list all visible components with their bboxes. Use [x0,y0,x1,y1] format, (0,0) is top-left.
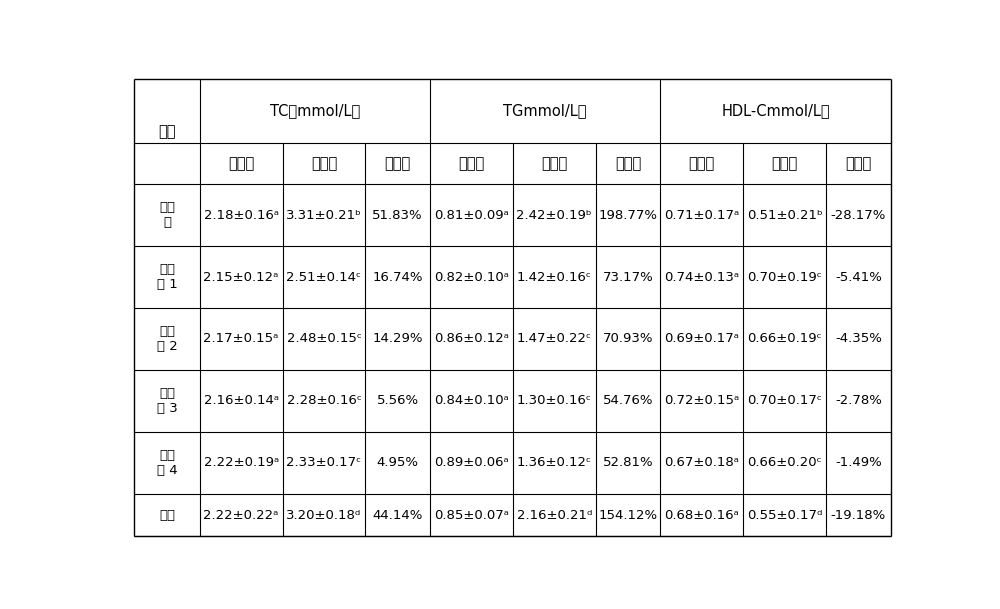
Text: 实验后: 实验后 [541,156,567,171]
Text: 变化率: 变化率 [385,156,411,171]
Text: 73.17%: 73.17% [603,270,653,284]
Text: 1.47±0.22ᶜ: 1.47±0.22ᶜ [517,333,592,345]
Text: 实验后: 实验后 [311,156,337,171]
Text: 2.15±0.12ᵃ: 2.15±0.12ᵃ [203,270,279,284]
Text: 0.89±0.06ᵃ: 0.89±0.06ᵃ [434,456,509,470]
Text: 0.85±0.07ᵃ: 0.85±0.07ᵃ [434,509,509,521]
Text: 54.76%: 54.76% [603,395,653,407]
Text: 5.56%: 5.56% [377,395,419,407]
Text: 2.22±0.19ᵃ: 2.22±0.19ᵃ [204,456,279,470]
Text: -5.41%: -5.41% [835,270,882,284]
Text: TC（mmol/L）: TC（mmol/L） [270,104,360,118]
Text: 实施
例 2: 实施 例 2 [157,325,177,353]
Text: 52.81%: 52.81% [603,456,653,470]
Text: 实验后: 实验后 [771,156,798,171]
Text: 0.84±0.10ᵃ: 0.84±0.10ᵃ [434,395,509,407]
Text: 0.70±0.17ᶜ: 0.70±0.17ᶜ [747,395,822,407]
Text: HDL-Cmmol/L）: HDL-Cmmol/L） [721,104,830,118]
Text: 0.55±0.17ᵈ: 0.55±0.17ᵈ [747,509,822,521]
Text: 0.67±0.18ᵃ: 0.67±0.18ᵃ [664,456,739,470]
Text: 组别: 组别 [158,124,176,139]
Text: 4.95%: 4.95% [377,456,419,470]
Text: 实施
例 4: 实施 例 4 [157,449,177,477]
Text: 2.51±0.14ᶜ: 2.51±0.14ᶜ [286,270,361,284]
Text: 51.83%: 51.83% [372,209,423,222]
Text: 0.68±0.16ᵃ: 0.68±0.16ᵃ [664,509,739,521]
Text: 154.12%: 154.12% [598,509,658,521]
Text: 2.18±0.16ᵃ: 2.18±0.16ᵃ [204,209,279,222]
Text: -19.18%: -19.18% [831,509,886,521]
Text: 0.72±0.15ᵃ: 0.72±0.15ᵃ [664,395,739,407]
Text: 对比: 对比 [159,509,175,521]
Text: 3.31±0.21ᵇ: 3.31±0.21ᵇ [286,209,362,222]
Text: 1.42±0.16ᶜ: 1.42±0.16ᶜ [517,270,592,284]
Text: 2.16±0.14ᵃ: 2.16±0.14ᵃ [204,395,279,407]
Text: 0.86±0.12ᵃ: 0.86±0.12ᵃ [434,333,509,345]
Text: 变化率: 变化率 [615,156,641,171]
Text: 44.14%: 44.14% [373,509,423,521]
Text: TGmmol/L）: TGmmol/L） [503,104,587,118]
Text: 1.36±0.12ᶜ: 1.36±0.12ᶜ [517,456,592,470]
Text: 0.82±0.10ᵃ: 0.82±0.10ᵃ [434,270,509,284]
Text: 2.28±0.16ᶜ: 2.28±0.16ᶜ [287,395,361,407]
Text: 2.22±0.22ᵃ: 2.22±0.22ᵃ [203,509,279,521]
Text: -2.78%: -2.78% [835,395,882,407]
Text: 0.74±0.13ᵃ: 0.74±0.13ᵃ [664,270,739,284]
Text: 198.77%: 198.77% [599,209,658,222]
Text: 0.71±0.17ᵃ: 0.71±0.17ᵃ [664,209,739,222]
Text: 实施
例 1: 实施 例 1 [157,263,177,291]
Text: 实验前: 实验前 [228,156,254,171]
Text: -1.49%: -1.49% [835,456,882,470]
Text: 70.93%: 70.93% [603,333,653,345]
Text: 0.66±0.20ᶜ: 0.66±0.20ᶜ [747,456,822,470]
Text: 2.42±0.19ᵇ: 2.42±0.19ᵇ [516,209,592,222]
Text: 2.17±0.15ᵃ: 2.17±0.15ᵃ [203,333,279,345]
Text: 高脂
组: 高脂 组 [159,201,175,229]
Text: -4.35%: -4.35% [835,333,882,345]
Text: 1.30±0.16ᶜ: 1.30±0.16ᶜ [517,395,592,407]
Text: 0.70±0.19ᶜ: 0.70±0.19ᶜ [747,270,822,284]
Text: -28.17%: -28.17% [831,209,886,222]
Text: 实验前: 实验前 [689,156,715,171]
Text: 0.51±0.21ᵇ: 0.51±0.21ᵇ [747,209,822,222]
Text: 2.16±0.21ᵈ: 2.16±0.21ᵈ [517,509,592,521]
Text: 0.66±0.19ᶜ: 0.66±0.19ᶜ [747,333,822,345]
Text: 实施
例 3: 实施 例 3 [157,387,177,415]
Text: 2.48±0.15ᶜ: 2.48±0.15ᶜ [287,333,361,345]
Text: 变化率: 变化率 [845,156,871,171]
Text: 实验前: 实验前 [458,156,485,171]
Text: 0.81±0.09ᵃ: 0.81±0.09ᵃ [434,209,509,222]
Text: 3.20±0.18ᵈ: 3.20±0.18ᵈ [286,509,362,521]
Text: 2.33±0.17ᶜ: 2.33±0.17ᶜ [286,456,362,470]
Text: 16.74%: 16.74% [372,270,423,284]
Text: 14.29%: 14.29% [372,333,423,345]
Text: 0.69±0.17ᵃ: 0.69±0.17ᵃ [664,333,739,345]
